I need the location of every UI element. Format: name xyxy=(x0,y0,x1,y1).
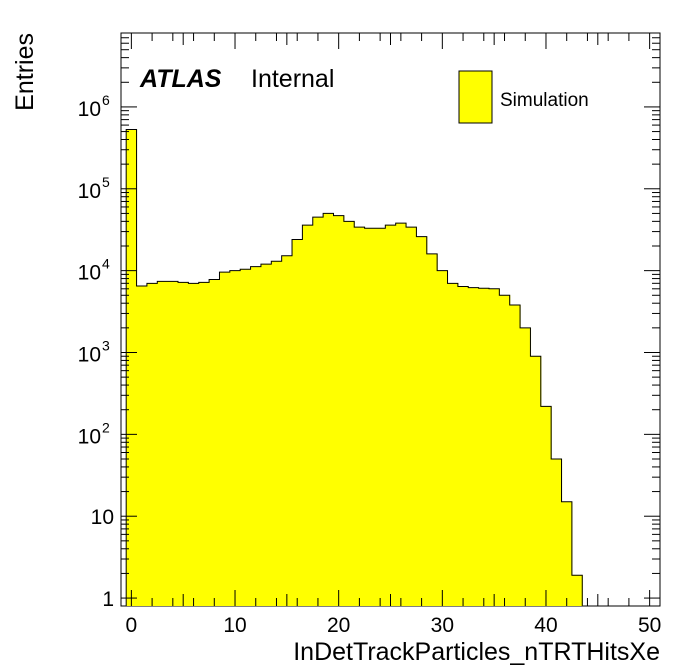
histogram-bin xyxy=(333,215,345,607)
y-tick-label: 10 3 xyxy=(78,337,110,366)
y-tick-label-base: 10 xyxy=(78,262,101,285)
histogram-bin xyxy=(437,270,449,606)
y-tick-label-exponent: 3 xyxy=(102,337,110,353)
y-tick-label-exponent: 4 xyxy=(102,256,110,272)
histogram-bin xyxy=(468,287,480,606)
histogram-bin xyxy=(188,283,200,606)
histogram-bin xyxy=(520,327,532,606)
y-tick-label: 10 2 xyxy=(78,419,110,448)
histogram-bars xyxy=(125,128,583,607)
y-tick-label-base: 10 xyxy=(78,343,101,366)
x-tick-label: 10 xyxy=(223,614,246,637)
atlas-label: ATLAS xyxy=(139,65,222,93)
y-tick-label-exponent: 5 xyxy=(102,174,110,190)
y-tick-label-base: 10 xyxy=(78,98,101,121)
histogram-bin xyxy=(323,213,335,606)
y-tick-label-base: 10 xyxy=(78,425,101,448)
y-axis-label: Entries xyxy=(11,33,39,111)
y-tick-label-base: 10 xyxy=(78,180,101,203)
histogram-bin xyxy=(426,253,438,606)
histogram-bin xyxy=(126,129,138,606)
histogram-bin xyxy=(198,282,210,606)
histogram-bin xyxy=(551,458,563,606)
y-tick-label: 10 xyxy=(91,506,114,529)
x-tick-label: 20 xyxy=(327,614,350,637)
histogram-bin xyxy=(281,255,293,606)
legend-label-simulation: Simulation xyxy=(500,90,589,111)
histogram-bin xyxy=(374,228,386,606)
histogram-bin xyxy=(530,356,542,606)
legend-swatch-simulation xyxy=(458,70,493,124)
x-axis-label: InDetTrackParticles_nTRTHitsXe xyxy=(293,638,660,666)
histogram-bin xyxy=(343,221,355,606)
histogram-bin xyxy=(219,272,231,606)
histogram-bin xyxy=(488,288,500,606)
histogram-bin xyxy=(354,227,366,606)
histogram-bin xyxy=(240,269,252,606)
histogram-outline xyxy=(125,128,583,606)
y-tick-label: 10 4 xyxy=(78,256,110,285)
histogram-bin xyxy=(178,282,189,606)
x-tick-label: 50 xyxy=(638,614,661,637)
histogram-bin xyxy=(447,283,459,606)
y-tick-label-exponent: 6 xyxy=(102,92,110,108)
legend: Simulation xyxy=(458,70,589,124)
histogram-bin xyxy=(395,223,407,606)
histogram-bin xyxy=(478,288,490,606)
histogram-bin xyxy=(499,295,511,606)
histogram-bin xyxy=(406,227,418,606)
histogram-bin xyxy=(457,286,469,606)
internal-label: Internal xyxy=(251,65,334,93)
histogram-bin xyxy=(157,281,169,606)
histogram-bin xyxy=(292,239,303,607)
histogram-bin xyxy=(260,264,272,606)
histogram-bin xyxy=(209,279,221,606)
x-tick-label: 0 xyxy=(126,614,138,637)
axis-ticks xyxy=(121,32,660,606)
histogram-bin xyxy=(364,228,376,606)
histogram-bin xyxy=(312,217,324,606)
histogram-bin xyxy=(416,236,428,607)
x-tick-label: 30 xyxy=(431,614,454,637)
y-tick-label: 10 6 xyxy=(78,92,110,121)
histogram-bin xyxy=(302,225,314,606)
histogram-bin xyxy=(540,406,552,606)
histogram-bin xyxy=(385,225,397,606)
x-tick-labels: 0 10 20 30 40 50 xyxy=(126,614,662,637)
histogram-bin xyxy=(271,261,283,606)
x-tick-label: 40 xyxy=(534,614,557,637)
histogram-bin xyxy=(571,575,583,606)
y-tick-label: 10 5 xyxy=(78,174,110,203)
histogram-bin xyxy=(229,270,241,606)
histogram-bin xyxy=(509,305,521,606)
histogram-bin xyxy=(136,285,148,606)
histogram-bin xyxy=(146,283,158,606)
y-tick-label-exponent: 2 xyxy=(102,419,110,435)
histogram-bin xyxy=(561,501,573,606)
histogram-bin xyxy=(250,266,262,606)
histogram-bin xyxy=(167,281,179,606)
y-tick-label: 1 xyxy=(102,588,114,611)
